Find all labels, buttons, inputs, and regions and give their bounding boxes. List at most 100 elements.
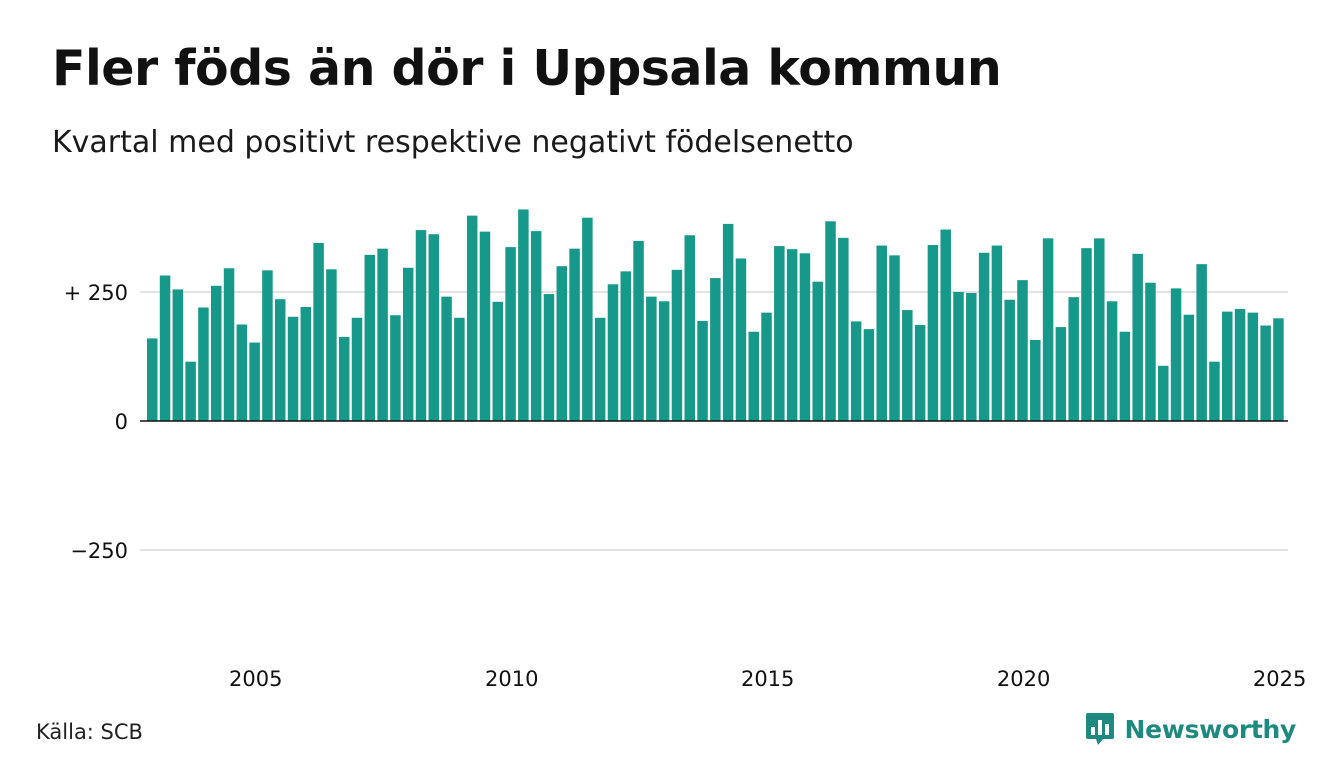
bar [1196,264,1207,421]
bar [889,255,900,421]
y-tick-label: −250 [70,539,128,563]
bar [1055,327,1067,421]
axes: + 250 0 −250 2005 2010 2015 2020 2025 [64,281,1307,691]
bar [1145,282,1156,421]
bar [838,237,849,421]
brand-logo: Newsworthy [1085,712,1297,746]
y-tick-label: + 250 [64,281,128,305]
bar [1183,314,1195,421]
bar [1158,365,1169,421]
bar [710,278,721,421]
bar [210,285,222,421]
chart-subtitle: Kvartal med positivt respektive negativt… [52,125,854,160]
bar [1106,301,1118,421]
bar [978,252,990,421]
bar [556,266,568,421]
x-tick-label: 2005 [229,667,282,691]
x-tick-label: 2015 [741,667,794,691]
bar [774,246,785,421]
bar [684,235,695,421]
y-tick-label: 0 [115,410,128,434]
bar [338,336,350,421]
bar [607,284,619,421]
bar [761,312,772,421]
bar [390,315,401,421]
bar [582,217,593,421]
bar [594,317,606,421]
bar [1247,312,1259,421]
bar [1234,309,1246,421]
bar [377,248,388,421]
bar [1209,361,1220,421]
bar [748,331,759,421]
bar [1017,280,1028,421]
source-note: Källa: SCB [36,720,143,744]
bar [1042,238,1054,421]
bar [454,317,465,421]
bar [236,324,248,421]
bar [658,301,670,421]
bar [274,299,286,421]
bar [313,242,324,421]
bar [902,310,913,421]
bar [1222,311,1233,421]
speech-bubble-bar-chart-icon [1085,713,1114,745]
bar [441,296,452,421]
bar [262,270,273,421]
bar [953,292,964,421]
bar [940,229,951,421]
bar [825,221,836,421]
bar [402,267,414,421]
bar [850,321,862,421]
bar [198,307,209,421]
bar [351,317,363,421]
bar [185,361,196,421]
bar [991,245,1003,421]
bar [863,329,875,421]
x-tick-label: 2010 [485,667,538,691]
brand-name: Newsworthy [1124,714,1297,744]
bar [543,294,555,421]
bar [876,245,887,421]
bar [966,293,977,421]
bar [1068,297,1079,421]
bar [914,325,926,421]
bar [249,342,260,421]
bar [927,245,939,421]
bar [479,231,491,421]
bar [697,320,708,421]
x-tick-label: 2025 [1253,667,1306,691]
bars [147,209,1284,421]
bar [492,301,504,421]
bar [415,230,427,421]
bar [466,215,478,421]
bar [172,289,184,421]
bar [505,247,516,421]
bar [1094,238,1105,421]
bar [1004,299,1015,421]
bar [786,249,798,421]
bar [300,306,312,421]
chart-title: Fler föds än dör i Uppsala kommun [52,40,1002,97]
bar [799,253,811,421]
bar [147,338,158,421]
bar [364,254,376,421]
bar [735,258,747,421]
bar [1260,325,1271,421]
bar [1081,248,1092,421]
bar [428,234,440,421]
bar [1119,331,1131,421]
bar [1273,318,1284,421]
bar [633,240,644,421]
bar [620,271,632,421]
bar [812,281,823,421]
bar [646,296,657,421]
bar [1132,253,1143,421]
bar [722,223,734,421]
bar [159,275,171,421]
bar [530,231,542,421]
bar [223,268,235,421]
bar [326,269,337,421]
bar [569,248,580,421]
